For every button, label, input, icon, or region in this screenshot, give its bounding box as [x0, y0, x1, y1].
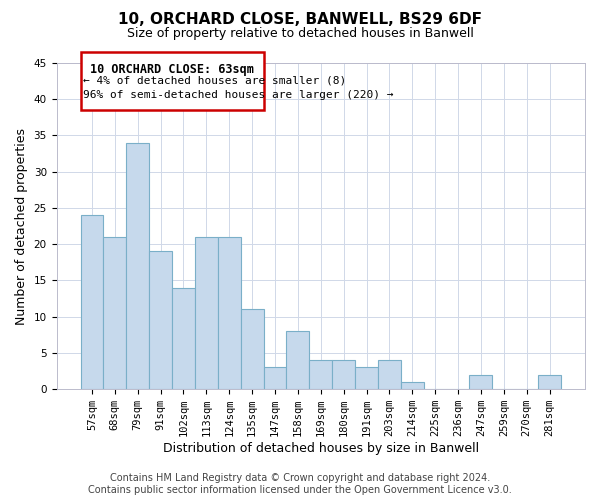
Bar — [195, 237, 218, 389]
Bar — [286, 331, 310, 389]
Bar — [538, 374, 561, 389]
Text: 96% of semi-detached houses are larger (220) →: 96% of semi-detached houses are larger (… — [83, 90, 394, 100]
Y-axis label: Number of detached properties: Number of detached properties — [15, 128, 28, 324]
Bar — [241, 310, 263, 389]
Bar — [172, 288, 195, 389]
Text: Contains HM Land Registry data © Crown copyright and database right 2024.
Contai: Contains HM Land Registry data © Crown c… — [88, 474, 512, 495]
Bar — [80, 215, 103, 389]
Bar — [378, 360, 401, 389]
Text: ← 4% of detached houses are smaller (8): ← 4% of detached houses are smaller (8) — [83, 76, 346, 86]
Bar — [401, 382, 424, 389]
Bar — [263, 368, 286, 389]
FancyBboxPatch shape — [80, 52, 263, 110]
Bar — [103, 237, 127, 389]
Bar — [310, 360, 332, 389]
Text: 10, ORCHARD CLOSE, BANWELL, BS29 6DF: 10, ORCHARD CLOSE, BANWELL, BS29 6DF — [118, 12, 482, 28]
Bar — [149, 252, 172, 389]
Text: Size of property relative to detached houses in Banwell: Size of property relative to detached ho… — [127, 28, 473, 40]
Bar — [355, 368, 378, 389]
Bar — [332, 360, 355, 389]
Bar — [127, 142, 149, 389]
Bar — [469, 374, 493, 389]
Text: 10 ORCHARD CLOSE: 63sqm: 10 ORCHARD CLOSE: 63sqm — [90, 63, 254, 76]
X-axis label: Distribution of detached houses by size in Banwell: Distribution of detached houses by size … — [163, 442, 479, 455]
Bar — [218, 237, 241, 389]
